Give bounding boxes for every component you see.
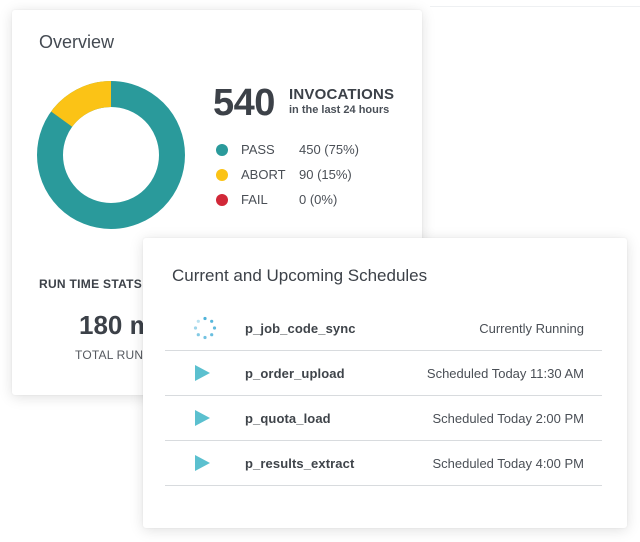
invocations-donut-chart [37, 81, 185, 229]
invocations-sublabel: in the last 24 hours [289, 104, 390, 116]
total-run-value: 180 m [79, 310, 153, 340]
schedule-status: Scheduled Today 4:00 PM [432, 455, 584, 471]
fail-dot-icon [216, 193, 228, 206]
play-icon[interactable] [193, 364, 211, 382]
schedule-row[interactable]: p_job_code_sync Currently Running [165, 306, 602, 351]
schedule-name: p_job_code_sync [245, 320, 356, 336]
schedule-row[interactable]: p_results_extract Scheduled Today 4:00 P… [165, 441, 602, 486]
legend-item-fail: FAIL 0 (0%) [216, 187, 359, 212]
schedule-status: Scheduled Today 2:00 PM [432, 410, 584, 426]
schedule-list: p_job_code_sync Currently Running p_orde… [165, 306, 602, 486]
legend-label: FAIL [241, 192, 268, 207]
abort-dot-icon [216, 168, 228, 181]
legend-value: 450 (75%) [299, 142, 359, 157]
schedule-row[interactable]: p_quota_load Scheduled Today 2:00 PM [165, 396, 602, 441]
legend-label: PASS [241, 142, 275, 157]
spinner-icon [193, 316, 217, 340]
invocations-count: 540 [213, 82, 275, 124]
schedule-status: Scheduled Today 11:30 AM [426, 365, 584, 381]
schedules-card: Current and Upcoming Schedules [143, 238, 627, 528]
legend-value: 0 (0%) [299, 192, 338, 207]
run-time-stats-title: RUN TIME STATS [39, 277, 143, 291]
play-icon[interactable] [193, 454, 211, 472]
legend-item-abort: ABORT 90 (15%) [216, 162, 359, 187]
schedule-row[interactable]: p_order_upload Scheduled Today 11:30 AM [165, 351, 602, 396]
donut-segment-abort [51, 81, 112, 128]
overview-title: Overview [39, 32, 115, 52]
pass-dot-icon [216, 143, 228, 156]
invocations-label: INVOCATIONS [289, 86, 395, 103]
legend-label: ABORT [241, 167, 286, 182]
background-panel [430, 6, 640, 47]
legend-item-pass: PASS 450 (75%) [216, 137, 359, 162]
schedule-name: p_results_extract [245, 455, 355, 471]
status-legend: PASS 450 (75%) ABORT 90 (15%) FAIL 0 (0%… [216, 137, 359, 212]
total-run-label: TOTAL RUN [75, 348, 144, 362]
schedule-status: Currently Running [479, 320, 584, 336]
play-icon[interactable] [193, 409, 211, 427]
schedule-name: p_order_upload [245, 365, 345, 381]
schedule-name: p_quota_load [245, 410, 331, 426]
schedules-title: Current and Upcoming Schedules [172, 266, 428, 285]
legend-value: 90 (15%) [299, 167, 352, 182]
